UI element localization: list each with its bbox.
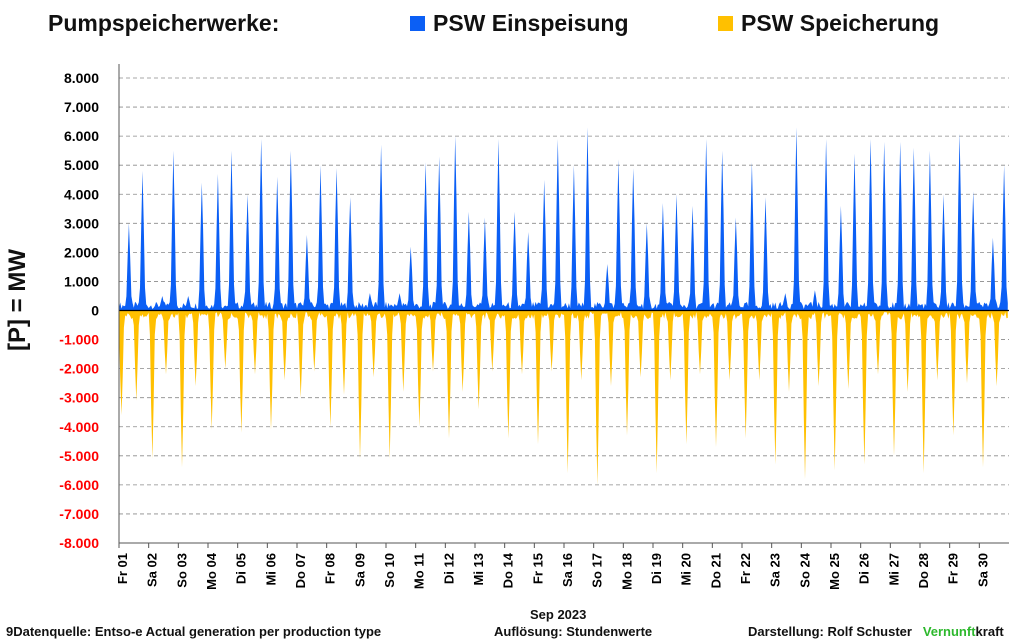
legend-label-speicherung: PSW Speicherung	[741, 10, 940, 36]
y-tick-label: 7.000	[64, 99, 99, 115]
y-tick-label: 8.000	[64, 70, 99, 86]
y-tick-label: 5.000	[64, 157, 99, 173]
x-tick-label: Sa 02	[145, 553, 160, 587]
legend-swatch-einspeisung	[410, 16, 425, 31]
x-tick-label: Mi 06	[263, 553, 278, 586]
footer-source: 9Datenquelle: Entso-e Actual generation …	[6, 624, 382, 639]
y-tick-label: -7.000	[59, 506, 99, 522]
y-tick-label: 0	[91, 303, 99, 319]
footer-brand-green: Vernunft	[922, 624, 976, 639]
y-tick-label: 4.000	[64, 186, 99, 202]
x-tick-label: Fr 29	[946, 553, 961, 584]
x-tick-label: Di 19	[649, 553, 664, 584]
x-tick-label: Do 21	[708, 553, 723, 588]
x-tick-label: Sa 16	[560, 553, 575, 587]
chart-title: Pumpspeicherwerke:	[48, 10, 280, 36]
x-tick-label: Mo 18	[619, 553, 634, 590]
x-tick-label: Fr 08	[323, 553, 338, 584]
y-tick-label: -2.000	[59, 361, 99, 377]
x-tick-label: Di 26	[857, 553, 872, 584]
x-tick-label: Fr 22	[738, 553, 753, 584]
x-tick-label: Mo 04	[204, 552, 219, 590]
footer-resolution: Auflösung: Stundenwerte	[494, 624, 653, 639]
x-tick-label: Mi 13	[471, 553, 486, 586]
x-tick-label: Di 05	[234, 553, 249, 584]
x-tick-label: Fr 15	[530, 553, 545, 584]
y-tick-label: 3.000	[64, 215, 99, 231]
x-tick-label: So 17	[590, 553, 605, 588]
y-tick-label: 6.000	[64, 128, 99, 144]
x-tick-label: Do 07	[293, 553, 308, 588]
y-tick-label: 1.000	[64, 273, 99, 289]
y-tick-label: -8.000	[59, 535, 99, 551]
legend-item-speicherung: PSW Speicherung	[718, 10, 939, 37]
x-tick-label: Do 28	[916, 553, 931, 588]
x-tick-label: Sa 09	[352, 553, 367, 587]
y-tick-label: 2.000	[64, 244, 99, 260]
x-tick-label: Mi 20	[679, 553, 694, 586]
x-tick-label: Fr 01	[115, 553, 130, 584]
footer-author-text: Darstellung: Rolf Schuster	[748, 624, 912, 639]
x-tick-label: Mi 27	[886, 553, 901, 586]
series-area-einspeisung	[119, 127, 1008, 311]
x-tick-label: So 24	[797, 552, 812, 587]
x-tick-label: So 03	[174, 553, 189, 588]
y-tick-label: -1.000	[59, 332, 99, 348]
x-tick-label: Mo 25	[827, 553, 842, 590]
legend-item-einspeisung: PSW Einspeisung	[410, 10, 629, 37]
y-tick-label: -6.000	[59, 477, 99, 493]
x-axis-month-label: Sep 2023	[530, 607, 587, 622]
x-tick-label: Mo 11	[412, 553, 427, 589]
legend-swatch-speicherung	[718, 16, 733, 31]
y-tick-label: -5.000	[59, 448, 99, 464]
y-tick-label: -3.000	[59, 390, 99, 406]
x-tick-label: Di 12	[441, 553, 456, 584]
legend-label-einspeisung: PSW Einspeisung	[433, 10, 629, 36]
footer-author: Darstellung: Rolf Schuster Vernunftkraft	[748, 624, 1004, 639]
x-tick-label: Sa 30	[975, 553, 990, 587]
footer-brand-black: kraft	[975, 624, 1004, 639]
y-tick-label: -4.000	[59, 419, 99, 435]
x-tick-label: Do 14	[501, 552, 516, 588]
x-tick-label: So 10	[382, 553, 397, 588]
x-tick-label: Sa 23	[768, 553, 783, 587]
